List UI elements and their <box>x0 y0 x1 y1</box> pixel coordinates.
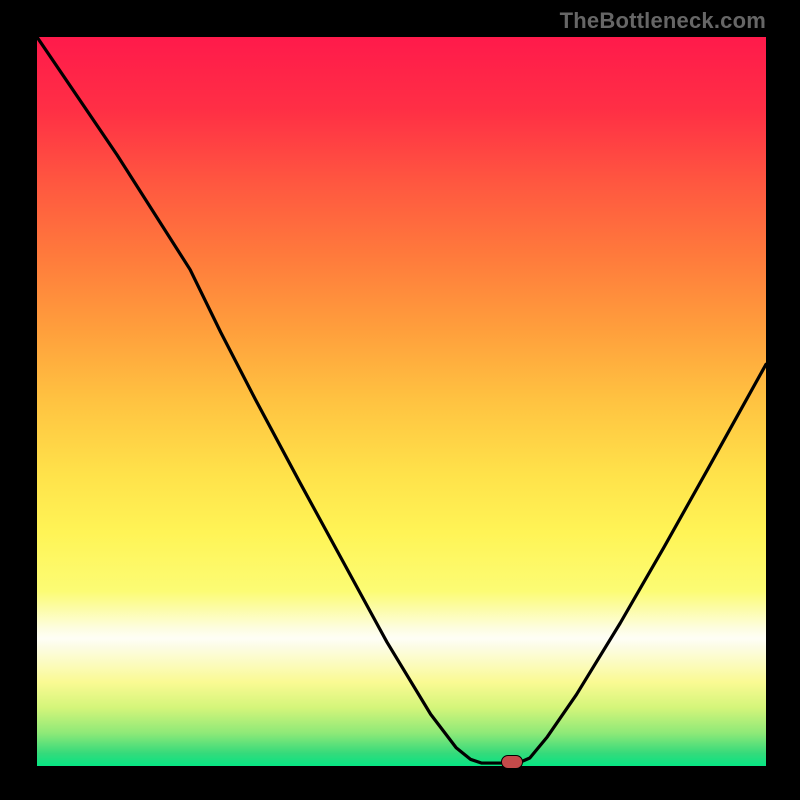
optimum-marker <box>501 755 523 769</box>
bottleneck-curve <box>37 37 766 766</box>
watermark-text: TheBottleneck.com <box>560 8 766 34</box>
plot-area <box>37 37 766 766</box>
chart-frame: TheBottleneck.com <box>0 0 800 800</box>
